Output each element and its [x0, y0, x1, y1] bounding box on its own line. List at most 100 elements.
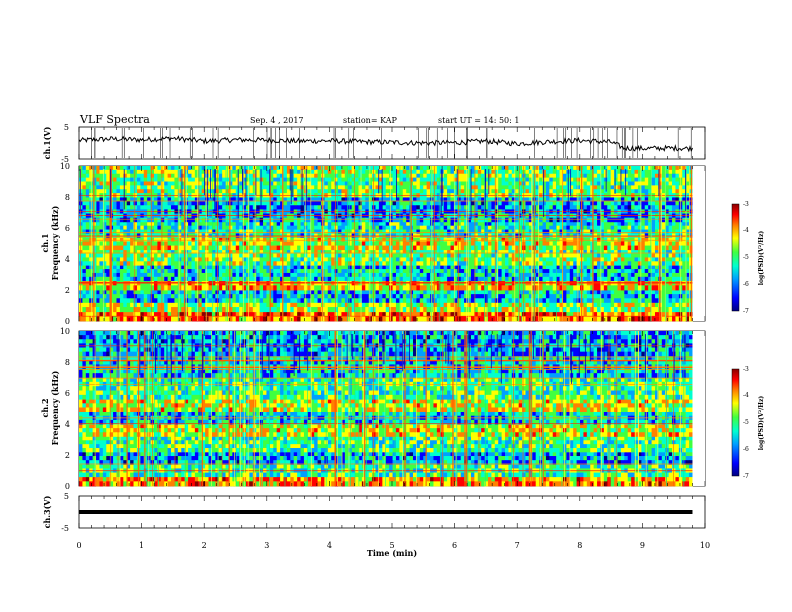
spectrogram-cell [423, 201, 428, 206]
spectrogram-cell [150, 205, 155, 210]
spectrogram-cell [610, 269, 615, 274]
spectrogram-cell [385, 307, 390, 313]
spectrogram-cell [392, 311, 397, 317]
spectrogram-cell [280, 261, 284, 266]
spectrogram-cell [232, 237, 237, 242]
spectrogram-cell [395, 229, 400, 234]
spectrogram-cell [276, 285, 281, 291]
spectrogram-cell [481, 237, 485, 242]
spectrogram-cell [153, 307, 158, 313]
spectrogram-cell [338, 272, 342, 278]
spectrogram-cell [171, 307, 175, 313]
spectrogram-cell [273, 245, 278, 251]
spectrogram-cell [549, 294, 554, 299]
spectrogram-cell [372, 307, 376, 313]
spectrogram-cell [235, 221, 240, 227]
spectrogram-cell [593, 221, 598, 227]
spectrogram-cell [331, 265, 336, 270]
spectrogram-cell [600, 294, 605, 299]
spectrogram-cell [406, 253, 410, 258]
spectrogram-cell [273, 294, 278, 299]
spectrogram-cell [116, 229, 121, 234]
spectrogram-cell [368, 265, 373, 270]
spectrogram-cell [474, 285, 479, 291]
spectrogram-cell [290, 241, 295, 246]
spectrogram-cell [399, 201, 404, 206]
spectrogram-cell [399, 316, 404, 322]
spectrogram-cell [460, 197, 465, 202]
spectrogram-cell [201, 272, 206, 278]
spectrogram-cell [171, 237, 175, 242]
spectrogram-cell [501, 294, 506, 299]
spectrogram-cell [378, 225, 383, 230]
spectrogram-cell [453, 269, 458, 274]
spectrogram-cell [355, 261, 359, 266]
spectrogram-cell [668, 285, 673, 291]
spectrogram-cell [545, 298, 550, 303]
spectrogram-cell [171, 201, 175, 206]
spectrogram-cell [327, 261, 332, 266]
spectrogram-cell [290, 272, 295, 278]
spectrogram-cell [252, 298, 257, 303]
spectrogram-cell [276, 229, 281, 234]
spectrogram-cell [160, 257, 165, 262]
spectrogram-cell [96, 276, 100, 282]
spectrogram-cell [617, 290, 622, 295]
spectrogram-cell [389, 253, 393, 258]
spectrogram-cell [389, 201, 393, 206]
spectrogram-cell [283, 229, 288, 234]
spectrogram-cell [208, 269, 213, 274]
spectrogram-cell [290, 221, 295, 227]
spectrogram-cell [188, 237, 192, 242]
spectrogram-cell [266, 225, 271, 230]
spectrogram-cell [515, 302, 520, 308]
spectrogram-cell [331, 261, 336, 266]
spectrogram-cell [283, 253, 288, 258]
spectrogram-cell [402, 201, 407, 206]
spectrogram-cell [593, 253, 598, 258]
spectrogram-cell [307, 233, 312, 238]
spectrogram-cell [191, 257, 196, 262]
spectrogram-cell [593, 225, 598, 230]
spectrogram-cell [614, 201, 618, 206]
spectrogram-cell [119, 237, 124, 242]
spectrogram-cell [641, 298, 646, 303]
spectrogram-cell [177, 298, 182, 303]
spectrogram-cell [542, 225, 547, 230]
spectrogram-cell [259, 298, 264, 303]
spectrogram-cell [413, 261, 417, 266]
spectrogram-cell [436, 307, 441, 313]
spectrogram-cell [198, 245, 203, 251]
spectrogram-cell [576, 241, 581, 246]
spectrogram-cell [573, 253, 577, 258]
spectrogram-cell [491, 197, 496, 202]
spectrogram-cell [545, 276, 550, 282]
spectrogram-cell [194, 205, 199, 210]
spectrogram-cell [252, 241, 257, 246]
spectrogram-cell [194, 285, 199, 291]
spectrogram-cell [603, 290, 608, 295]
spectrogram-cell [208, 276, 213, 282]
spectrogram-cell [140, 285, 145, 291]
spectrogram-cell [198, 294, 203, 299]
spectrogram-cell [484, 316, 489, 322]
spectrogram-cell [423, 272, 428, 278]
spectrogram-cell [174, 307, 179, 313]
spectrogram-cell [85, 241, 90, 246]
spectrogram-cell [682, 257, 687, 262]
spectrogram-cell [327, 285, 332, 291]
spectrogram-cell [395, 241, 400, 246]
spectrogram-cell [617, 294, 622, 299]
spectrogram-cell [266, 276, 271, 282]
spectrogram-cell [167, 272, 172, 278]
spectrogram-cell [559, 285, 564, 291]
spectrogram-cell [583, 261, 588, 266]
spectrogram-cell [545, 253, 550, 258]
spectrogram-cell [222, 253, 226, 258]
spectrogram-cell [351, 253, 356, 258]
spectrogram-cell [487, 233, 492, 238]
spectrogram-cell [614, 269, 618, 274]
spectrogram-cell [130, 290, 134, 295]
spectrogram-cell [314, 225, 318, 230]
spectrogram-cell [600, 285, 605, 291]
